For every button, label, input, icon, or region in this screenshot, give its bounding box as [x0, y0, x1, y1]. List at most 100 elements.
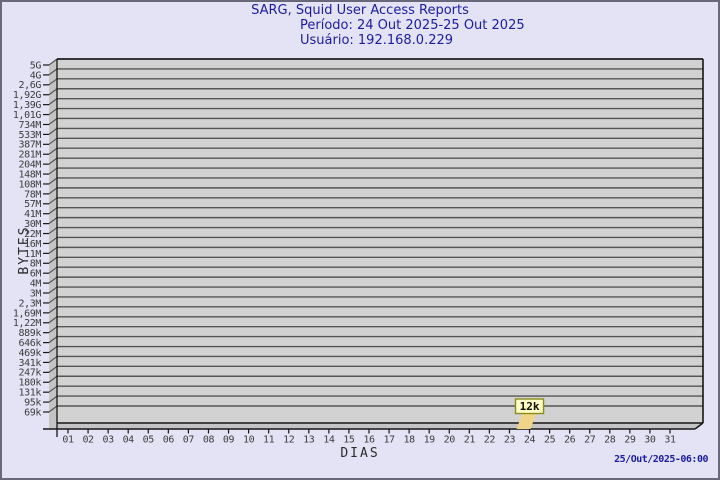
x-tick-label: 09 [223, 435, 235, 446]
y-tick-label: 2,3M [19, 298, 42, 309]
gridline-depth [48, 236, 58, 244]
gridline-depth [48, 68, 58, 76]
gridline-depth [48, 98, 58, 106]
gridline-depth [48, 137, 58, 145]
report-user: Usuário: 192.168.0.229 [300, 33, 454, 48]
x-tick-label: 30 [644, 435, 656, 446]
y-tick-label: 1,92G [13, 90, 41, 101]
x-tick-label: 22 [484, 435, 496, 446]
gridline-depth [48, 58, 58, 66]
gridline-depth [48, 187, 58, 195]
x-tick-label: 29 [624, 435, 636, 446]
x-tick-label: 16 [363, 435, 375, 446]
x-tick-label: 05 [143, 435, 155, 446]
plot-side-wall [49, 59, 57, 429]
gridline-depth [48, 177, 58, 185]
y-tick-label: 57M [24, 199, 41, 210]
data-point-flag [514, 398, 545, 415]
gridline-depth [48, 405, 58, 413]
x-tick-label: 01 [62, 435, 74, 446]
x-tick-label: 23 [504, 435, 516, 446]
y-tick-label: 533M [19, 130, 42, 141]
data-point-value: 12k [520, 400, 540, 413]
x-tick-label: 11 [263, 435, 275, 446]
y-tick-label: 469k [19, 348, 42, 359]
y-tick-label: 247k [19, 368, 42, 379]
plot-floor [49, 423, 703, 429]
gridline-depth [48, 108, 58, 116]
gridline-depth [48, 167, 58, 175]
gridline-depth [48, 217, 58, 225]
x-tick-label: 21 [464, 435, 476, 446]
gridline-depth [48, 207, 58, 215]
y-tick-label: 16M [24, 239, 41, 250]
gridline-depth [48, 336, 58, 344]
y-tick-label: 8M [30, 259, 42, 270]
y-tick-label: 734M [19, 120, 42, 131]
y-tick-label: 1,01G [13, 110, 41, 121]
y-tick-label: 341k [19, 358, 42, 369]
y-tick-label: 41M [24, 209, 41, 220]
y-tick-label: 3M [30, 288, 42, 299]
x-tick-label: 14 [323, 435, 335, 446]
gridline-depth [48, 157, 58, 165]
y-tick-label: 281M [19, 150, 42, 161]
plot-back-wall [57, 59, 703, 423]
gridline-depth [48, 118, 58, 125]
gridline-depth [48, 227, 58, 235]
y-tick-label: 387M [19, 140, 42, 151]
y-tick-label: 69k [24, 407, 41, 418]
y-tick-label: 1,22M [13, 318, 41, 329]
y-tick-label: 2,6G [19, 80, 42, 91]
x-tick-label: 08 [203, 435, 215, 446]
y-tick-label: 148M [19, 169, 42, 180]
gridline-depth [48, 197, 58, 205]
generation-timestamp: 25/Out/2025-06:00 [614, 454, 708, 465]
gridline-depth [48, 78, 58, 86]
gridline-depth [48, 375, 58, 383]
y-tick-label: 180k [19, 378, 42, 389]
y-tick-label: 1,39G [13, 100, 41, 111]
x-axis-title: DIAS [340, 446, 380, 461]
gridline-depth [48, 296, 58, 304]
gridline-depth [48, 127, 58, 135]
x-tick-label: 25 [544, 435, 556, 446]
x-tick-label: 12 [283, 435, 295, 446]
x-tick-label: 18 [404, 435, 416, 446]
x-tick-label: 06 [163, 435, 175, 446]
x-tick-label: 24 [524, 435, 536, 446]
gridline-depth [48, 346, 58, 353]
y-tick-label: 108M [19, 179, 42, 190]
x-tick-label: 28 [604, 435, 616, 446]
y-tick-label: 22M [24, 229, 41, 240]
x-tick-label: 31 [664, 435, 676, 446]
gridline-depth [48, 88, 58, 96]
y-tick-label: 30M [24, 219, 41, 230]
gridline-depth [48, 385, 58, 393]
gridline-depth [48, 286, 58, 294]
y-tick-label: 5G [30, 60, 42, 71]
y-tick-label: 204M [19, 160, 42, 171]
page-title: SARG, Squid User Access Reports [251, 3, 469, 18]
x-tick-label: 19 [424, 435, 436, 446]
gridline-depth [48, 266, 58, 274]
x-tick-label: 07 [183, 435, 195, 446]
x-tick-label: 20 [444, 435, 456, 446]
flag-stem [516, 413, 537, 429]
floor-corner-edge [694, 422, 704, 430]
y-tick-label: 4M [30, 279, 42, 290]
gridline-depth [48, 256, 58, 264]
gridline-depth [48, 316, 58, 324]
y-tick-label: 6M [30, 269, 42, 280]
x-tick-label: 27 [584, 435, 596, 446]
gridline-depth [48, 355, 58, 363]
gridline-depth [48, 326, 58, 334]
gridline-depth [48, 147, 58, 155]
x-tick-label: 10 [243, 435, 255, 446]
x-tick-label: 03 [103, 435, 115, 446]
x-tick-label: 17 [383, 435, 395, 446]
x-tick-label: 26 [564, 435, 576, 446]
x-tick-label: 02 [82, 435, 94, 446]
